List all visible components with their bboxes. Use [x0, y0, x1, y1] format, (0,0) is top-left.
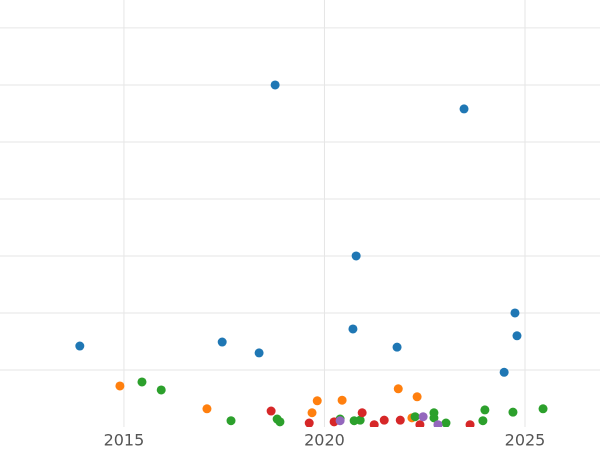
- point: [418, 412, 428, 422]
- point: [202, 404, 212, 414]
- point: [355, 415, 365, 425]
- point: [369, 420, 379, 427]
- point: [379, 415, 389, 425]
- point: [137, 377, 147, 387]
- point: [348, 324, 358, 334]
- point: [266, 406, 276, 416]
- point: [75, 341, 85, 351]
- point: [226, 416, 236, 426]
- point: [395, 415, 405, 425]
- point: [337, 395, 347, 405]
- point: [393, 384, 403, 394]
- point: [357, 408, 367, 418]
- point: [351, 251, 361, 261]
- point: [270, 80, 280, 90]
- point: [312, 396, 322, 406]
- point: [465, 420, 475, 427]
- x-tick-label: 2025: [505, 431, 546, 450]
- point: [275, 417, 285, 427]
- point: [410, 412, 420, 422]
- point: [304, 418, 314, 427]
- point: [392, 342, 402, 352]
- point: [508, 407, 518, 417]
- point: [538, 404, 548, 414]
- point: [412, 392, 422, 402]
- x-tick-label: 2015: [104, 431, 145, 450]
- point: [478, 416, 488, 426]
- point: [499, 367, 509, 377]
- point: [480, 405, 490, 415]
- point: [441, 418, 451, 427]
- point: [512, 331, 522, 341]
- x-tick-label: 2020: [304, 431, 345, 450]
- points: [75, 80, 548, 427]
- point: [115, 381, 125, 391]
- point: [510, 308, 520, 318]
- point: [254, 348, 264, 358]
- point: [415, 420, 425, 427]
- point: [429, 413, 439, 423]
- point: [156, 385, 166, 395]
- point: [217, 337, 227, 347]
- point: [433, 420, 443, 427]
- point: [335, 416, 345, 426]
- point: [459, 104, 469, 114]
- grid: [0, 0, 600, 427]
- point: [307, 408, 317, 418]
